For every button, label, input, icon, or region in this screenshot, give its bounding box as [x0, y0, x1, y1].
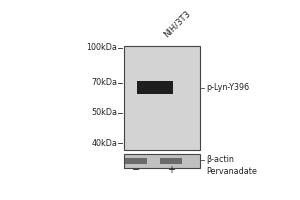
Text: +: +: [167, 165, 175, 175]
Text: −: −: [132, 165, 140, 175]
Bar: [124, 46, 200, 150]
Text: NIH/3T3: NIH/3T3: [162, 9, 192, 39]
Bar: [124, 154, 200, 168]
Text: 70kDa: 70kDa: [91, 78, 117, 87]
Bar: [160, 158, 182, 164]
Text: p-Lyn-Y396: p-Lyn-Y396: [206, 83, 249, 92]
Text: 50kDa: 50kDa: [91, 108, 117, 117]
Text: 100kDa: 100kDa: [86, 43, 117, 52]
Text: Pervanadate: Pervanadate: [206, 167, 257, 176]
Bar: [137, 81, 173, 94]
Text: β-actin: β-actin: [206, 155, 234, 164]
Text: 40kDa: 40kDa: [91, 139, 117, 148]
Bar: [125, 158, 147, 164]
